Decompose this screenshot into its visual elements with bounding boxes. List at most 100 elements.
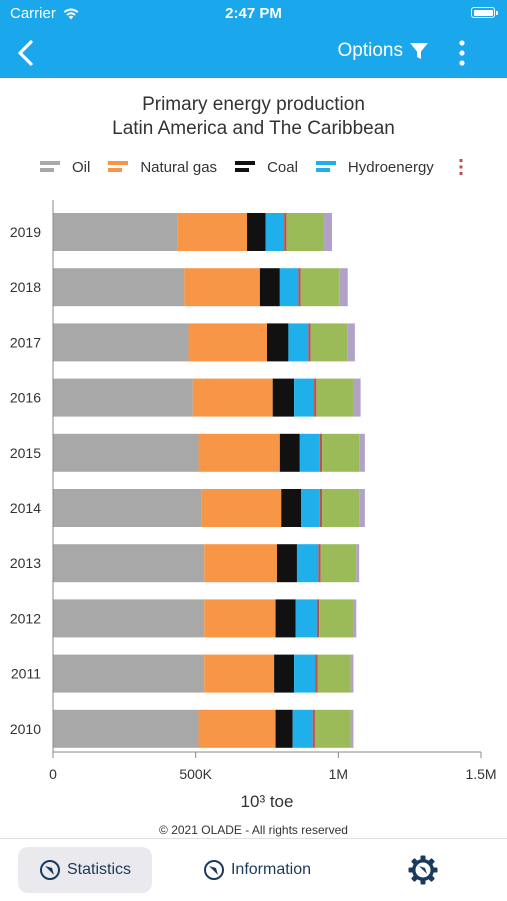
tab-settings[interactable] bbox=[400, 847, 446, 893]
bar-segment[interactable] bbox=[192, 378, 273, 417]
bar-segment[interactable] bbox=[286, 213, 324, 251]
bar-segment[interactable] bbox=[296, 544, 319, 583]
chart-title: Primary energy production Latin America … bbox=[112, 94, 395, 139]
bar-segment[interactable] bbox=[204, 544, 277, 583]
bar-segment[interactable] bbox=[322, 489, 360, 527]
bar-segment[interactable] bbox=[350, 654, 354, 693]
bar-segment[interactable] bbox=[319, 599, 354, 638]
bar-segment[interactable] bbox=[204, 599, 276, 638]
bar-segment[interactable] bbox=[53, 268, 185, 307]
bar-segment[interactable] bbox=[350, 709, 354, 748]
bar-segment[interactable] bbox=[247, 213, 266, 251]
legend-swatch-icon bbox=[235, 161, 256, 172]
legend-item-coal[interactable]: Coal bbox=[235, 159, 298, 176]
gear-icon bbox=[408, 855, 438, 885]
bar-segment[interactable] bbox=[359, 433, 365, 472]
bar-segment[interactable] bbox=[319, 433, 323, 472]
tab-information[interactable]: Information bbox=[190, 847, 324, 893]
bar-segment[interactable] bbox=[275, 709, 293, 748]
bar-segment[interactable] bbox=[308, 323, 311, 362]
legend-item-hydroenergy[interactable]: Hydroenergy bbox=[315, 159, 434, 176]
bar-segment[interactable] bbox=[322, 433, 360, 472]
bar-segment[interactable] bbox=[177, 213, 248, 251]
bar-segment[interactable] bbox=[359, 489, 365, 527]
bar-segment[interactable] bbox=[356, 544, 360, 583]
tab-statistics[interactable]: Statistics bbox=[18, 847, 152, 893]
bar-segment[interactable] bbox=[53, 599, 205, 638]
x-tick-label: 1M bbox=[329, 766, 348, 782]
bar-segment[interactable] bbox=[318, 544, 321, 583]
bar-segment[interactable] bbox=[294, 378, 315, 417]
bar-segment[interactable] bbox=[312, 709, 315, 748]
bar-segment[interactable] bbox=[259, 268, 280, 307]
chart-legend: Oil Natural gas Coal Hydroenergy bbox=[40, 156, 452, 178]
bar-segment[interactable] bbox=[315, 654, 318, 693]
bar-segment[interactable] bbox=[53, 544, 205, 583]
bar-segment[interactable] bbox=[314, 709, 351, 748]
bar-segment[interactable] bbox=[301, 489, 320, 527]
back-button[interactable] bbox=[12, 37, 42, 69]
wifi-icon bbox=[63, 8, 79, 20]
bar-segment[interactable] bbox=[294, 654, 316, 693]
information-icon bbox=[203, 860, 224, 880]
bar-segment[interactable] bbox=[275, 599, 296, 638]
bar-segment[interactable] bbox=[276, 544, 297, 583]
more-options-button[interactable] bbox=[455, 39, 469, 67]
status-left: Carrier bbox=[10, 5, 80, 22]
bar-segment[interactable] bbox=[317, 654, 351, 693]
bar-segment[interactable] bbox=[299, 433, 320, 472]
bar-segment[interactable] bbox=[339, 268, 348, 307]
bar-segment[interactable] bbox=[316, 599, 320, 638]
bar-segment[interactable] bbox=[53, 654, 205, 693]
bar-segment[interactable] bbox=[265, 213, 285, 251]
bar-segment[interactable] bbox=[53, 378, 193, 417]
bar-segment[interactable] bbox=[201, 489, 282, 527]
x-tick-label: 500K bbox=[179, 766, 212, 782]
bar-segment[interactable] bbox=[314, 378, 317, 417]
bar-segment[interactable] bbox=[353, 378, 361, 417]
stacked-bar-chart: 2019 2018 2017 2016 2015 2014 2013 2012 2011 2010… bbox=[10, 200, 497, 811]
bar-segment[interactable] bbox=[353, 599, 357, 638]
bar-segment[interactable] bbox=[188, 323, 267, 362]
x-axis-label: 10³ toe bbox=[241, 792, 294, 811]
bar-segment[interactable] bbox=[284, 213, 287, 251]
bar-segment[interactable] bbox=[279, 268, 299, 307]
y-tick-label: 2019 bbox=[10, 224, 41, 240]
y-tick-label: 2015 bbox=[10, 445, 41, 461]
bar-segment[interactable] bbox=[184, 268, 260, 307]
bar-segment[interactable] bbox=[198, 709, 276, 748]
bar-segment[interactable] bbox=[320, 544, 357, 583]
bar-segment[interactable] bbox=[300, 268, 340, 307]
options-button[interactable]: Options bbox=[338, 40, 429, 62]
bar-segment[interactable] bbox=[319, 489, 323, 527]
bar-segment[interactable] bbox=[279, 433, 300, 472]
copyright-text: © 2021 OLADE - All rights reserved bbox=[159, 823, 348, 837]
legend-more-button[interactable] bbox=[455, 156, 467, 178]
legend-label-oil: Oil bbox=[72, 158, 91, 176]
legend-item-oil[interactable]: Oil bbox=[40, 159, 90, 176]
legend-swatch-icon bbox=[315, 161, 336, 172]
legend-item-natural-gas[interactable]: Natural gas bbox=[108, 159, 217, 176]
bar-segment[interactable] bbox=[347, 323, 355, 362]
bar-segment[interactable] bbox=[267, 323, 289, 362]
status-time: 2:47 PM bbox=[225, 5, 282, 22]
x-tick-label: 0 bbox=[49, 766, 57, 782]
bar-segment[interactable] bbox=[323, 213, 333, 251]
bar-segment[interactable] bbox=[198, 433, 280, 472]
bar-segment[interactable] bbox=[53, 433, 199, 472]
bar-segment[interactable] bbox=[295, 599, 317, 638]
bar-segment[interactable] bbox=[53, 323, 189, 362]
bar-segment[interactable] bbox=[310, 323, 348, 362]
bar-segment[interactable] bbox=[53, 709, 199, 748]
bar-segment[interactable] bbox=[53, 213, 178, 251]
y-tick-label: 2012 bbox=[10, 610, 41, 626]
bar-segment[interactable] bbox=[53, 489, 202, 527]
bar-segment[interactable] bbox=[281, 489, 302, 527]
bar-segment[interactable] bbox=[204, 654, 275, 693]
bar-segment[interactable] bbox=[316, 378, 354, 417]
bar-segment[interactable] bbox=[298, 268, 301, 307]
bar-segment[interactable] bbox=[292, 709, 313, 748]
bar-segment[interactable] bbox=[272, 378, 295, 417]
bar-segment[interactable] bbox=[274, 654, 295, 693]
bar-segment[interactable] bbox=[288, 323, 309, 362]
